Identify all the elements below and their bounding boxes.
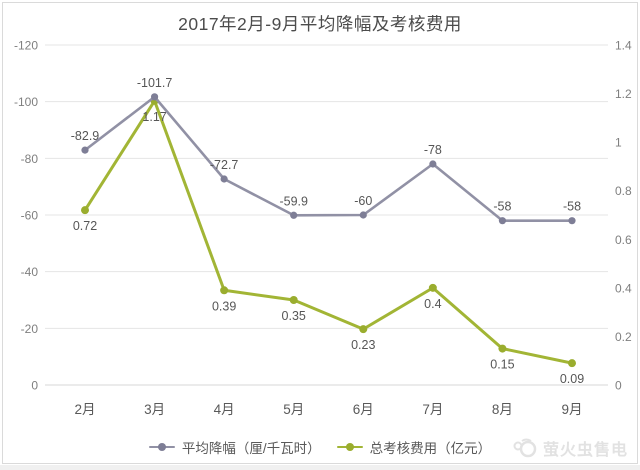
data-label: 1.17 <box>142 110 166 124</box>
data-label: 0.72 <box>73 219 97 233</box>
legend-label-assessment-fee: 总考核费用（亿元） <box>369 441 492 456</box>
data-point <box>220 286 229 295</box>
legend-item-assessment-fee: 总考核费用（亿元） <box>336 437 492 457</box>
data-point <box>568 359 576 368</box>
data-point <box>568 217 576 225</box>
x-axis-label: 4月 <box>214 402 235 417</box>
data-point <box>150 93 159 101</box>
data-label: 0.09 <box>560 372 584 386</box>
left-axis-tick-label: -60 <box>21 209 39 223</box>
watermark: 萤火虫售电 <box>512 436 628 460</box>
x-axis-label: 8月 <box>492 402 513 417</box>
series-line-1 <box>83 99 574 365</box>
data-label: 0.4 <box>424 297 441 311</box>
left-axis-tick-label: 0 <box>31 379 38 393</box>
data-label: -72.7 <box>210 158 239 172</box>
card-border <box>2 2 638 464</box>
data-label: 0.39 <box>212 299 236 313</box>
data-point <box>289 296 298 304</box>
data-point <box>81 146 89 154</box>
x-axis-label: 9月 <box>561 402 582 417</box>
right-axis-tick-label: 0.2 <box>615 330 632 344</box>
data-point <box>498 217 507 225</box>
left-axis-tick-label: -20 <box>21 322 39 336</box>
data-point <box>498 344 507 353</box>
data-point <box>290 211 298 219</box>
data-label: -58 <box>493 200 511 214</box>
left-axis-tick-label: -120 <box>14 39 38 53</box>
data-point <box>220 175 228 183</box>
x-axis-label: 2月 <box>74 402 95 417</box>
data-label: -58 <box>563 200 581 214</box>
x-axis-label: 6月 <box>353 402 374 417</box>
data-label: -59.9 <box>279 194 308 208</box>
left-axis-tick-label: -80 <box>21 152 39 166</box>
right-axis-tick-label: 0.4 <box>615 281 632 295</box>
data-point <box>429 160 437 168</box>
page-background-strip <box>0 465 640 470</box>
x-axis-label: 3月 <box>144 402 165 417</box>
x-axis-label: 5月 <box>283 402 304 417</box>
data-label: -82.9 <box>71 129 100 143</box>
right-axis-tick-label: 1 <box>615 136 622 150</box>
avg-decline-legend-marker-icon <box>148 442 175 452</box>
left-axis-tick-label: -100 <box>14 95 38 109</box>
assessment-fee-legend-marker-icon <box>336 442 363 452</box>
legend-item-avg-decline: 平均降幅（厘/千瓦时） <box>148 437 321 457</box>
left-axis-tick-label: -40 <box>21 265 39 279</box>
data-point <box>359 211 367 219</box>
right-axis-tick-label: 1.4 <box>615 39 632 53</box>
data-point <box>81 206 89 215</box>
data-point <box>359 325 368 334</box>
firefly-logo-icon <box>513 438 537 458</box>
data-point <box>428 283 437 292</box>
right-axis-tick-label: 0.8 <box>615 184 632 198</box>
data-label: -60 <box>354 194 372 208</box>
right-axis-tick-label: 0 <box>615 379 622 393</box>
legend: 平均降幅（厘/千瓦时） 总考核费用（亿元） <box>0 437 640 457</box>
data-label: 0.23 <box>351 338 375 352</box>
x-axis-label: 7月 <box>422 402 443 417</box>
data-label: -78 <box>424 143 442 157</box>
right-axis-tick-label: 1.2 <box>615 87 632 101</box>
data-label: -101.7 <box>137 76 172 90</box>
data-label: 0.35 <box>282 309 306 323</box>
chart-title: 2017年2月-9月平均降幅及考核费用 <box>178 14 462 34</box>
series-line-0 <box>83 95 574 222</box>
legend-label-avg-decline: 平均降幅（厘/千瓦时） <box>181 441 321 456</box>
right-axis-tick-label: 0.6 <box>615 233 632 247</box>
data-label: 0.15 <box>490 358 514 372</box>
watermark-text: 萤火虫售电 <box>542 442 628 459</box>
